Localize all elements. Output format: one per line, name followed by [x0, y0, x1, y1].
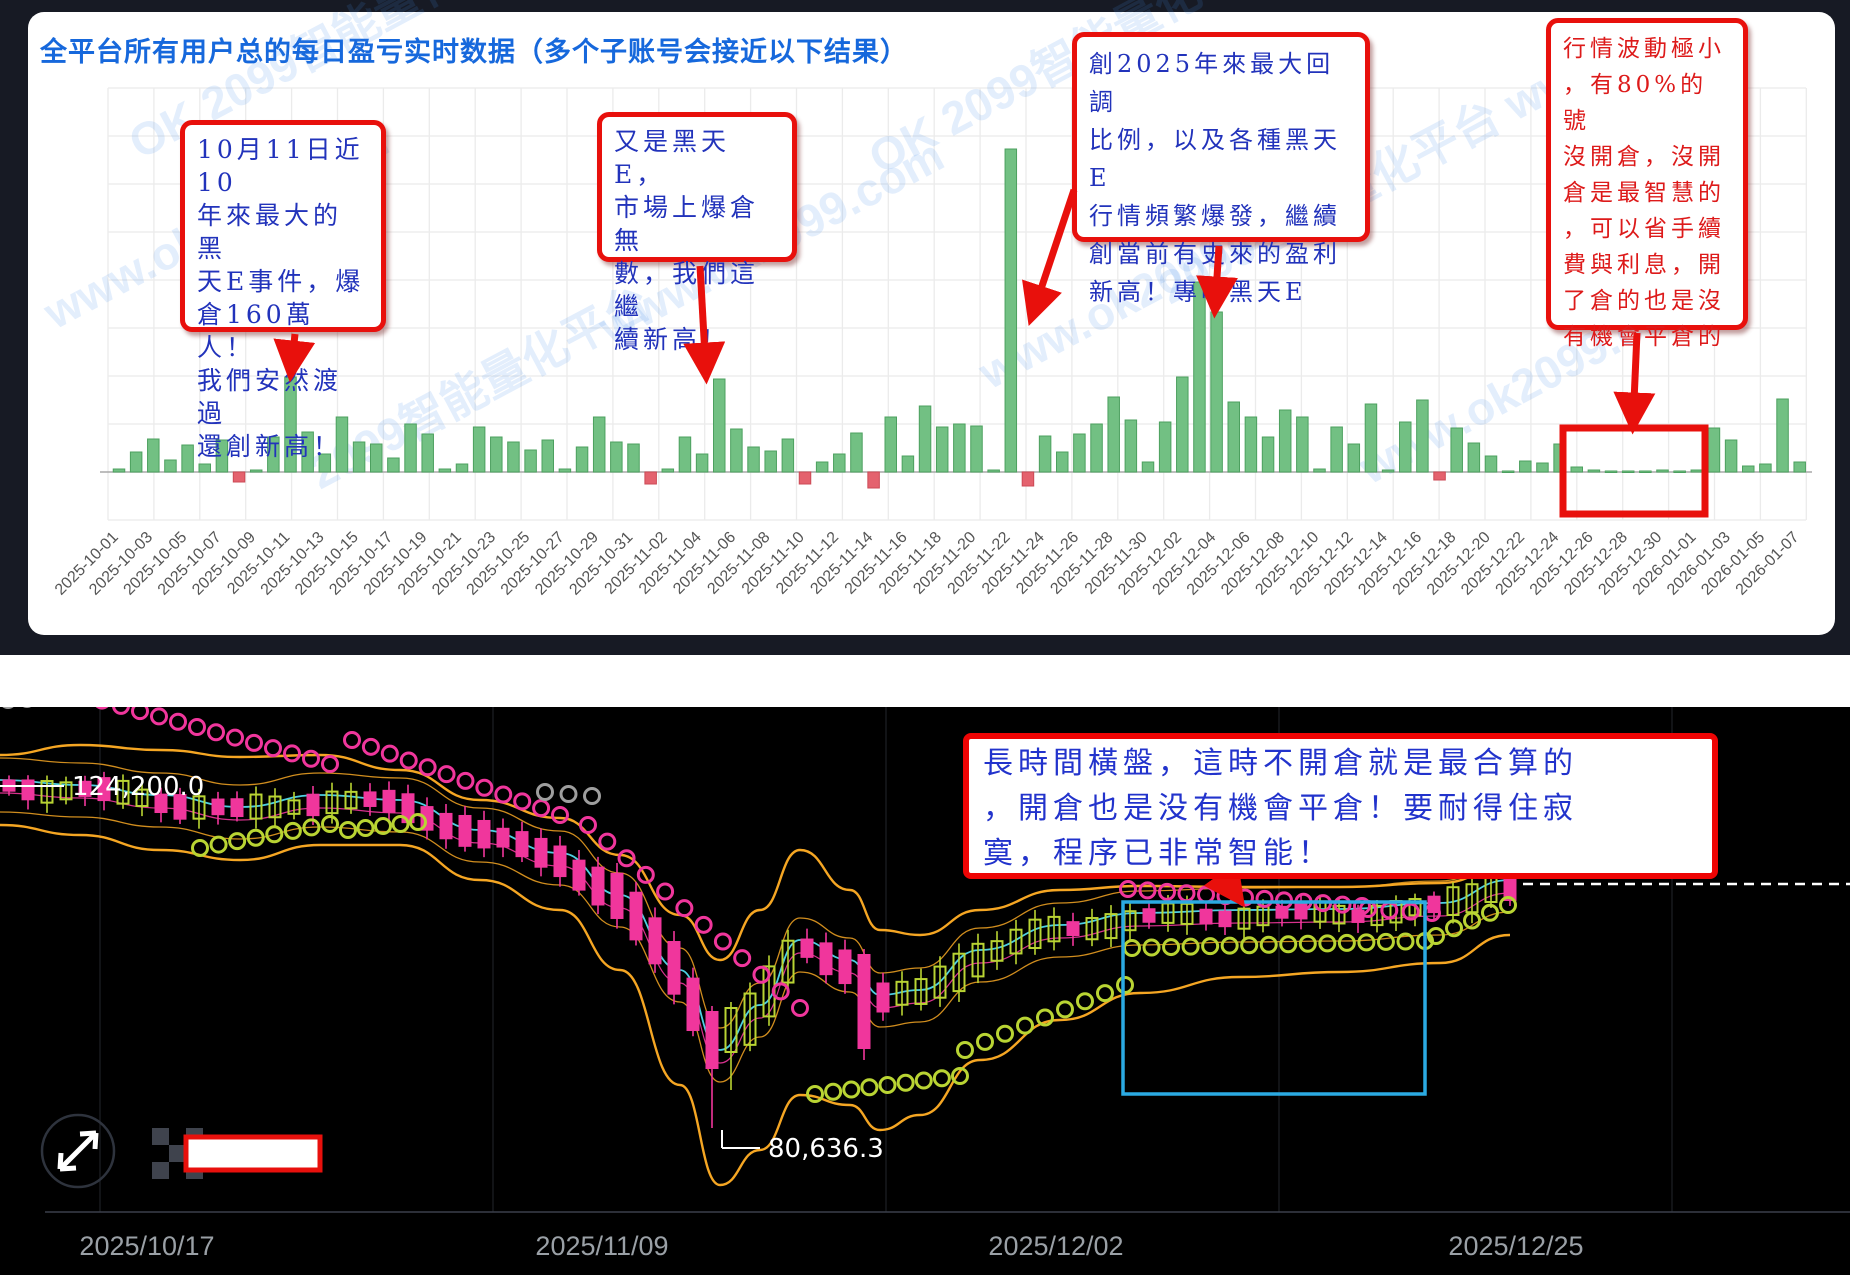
kline-candlestick-chart[interactable]: 124,200.0 80,636.3 2025/10/17 2025/11/09 202…: [0, 707, 1850, 1275]
note-drawdown: 創2025年來最大回調 比例，以及各種黑天E 行情頻繁爆發，繼續 創當前有史來的…: [1072, 32, 1370, 306]
kline-panel: 124,200.0 80,636.3 2025/10/17 2025/11/09 202…: [0, 707, 1850, 1275]
note-flat: 行情波動極小 ，有80%的號 沒開倉，沒開 倉是最智慧的 ，可以省手續 費與利息…: [1546, 18, 1748, 350]
note-oct11: 10月11日近10 年來最大的黑 天E事件，爆 倉160萬人！ 我們安然渡過 還…: [180, 120, 386, 461]
daily-pnl-title: 全平台所有用户总的每日盈亏实时数据（多个子账号会接近以下结果）: [40, 37, 908, 67]
top-panel-frame: 全平台所有用户总的每日盈亏实时数据（多个子账号会接近以下结果） OK 2099智…: [0, 0, 1850, 655]
x-axis-label: 2025/12/25: [1448, 1231, 1583, 1261]
x-axis-label: 2025/10/17: [79, 1231, 214, 1261]
x-axis-label: 2025/12/02: [988, 1231, 1123, 1261]
note-sideways: 長時間橫盤，這時不開倉就是最合算的 ，開倉也是没有機會平倉！要耐得住寂 寞，程序…: [963, 733, 1718, 879]
expand-button[interactable]: [40, 1113, 116, 1189]
note-blackswan2: 又是黑天E， 市場上爆倉無 數，我們這繼 續新高！: [597, 112, 797, 354]
redacted-logo-box: [183, 1134, 323, 1173]
low-price-label: 80,636.3: [768, 1134, 884, 1164]
high-price-label: 124,200.0: [72, 772, 204, 802]
x-axis-label: 2025/11/09: [535, 1231, 668, 1261]
